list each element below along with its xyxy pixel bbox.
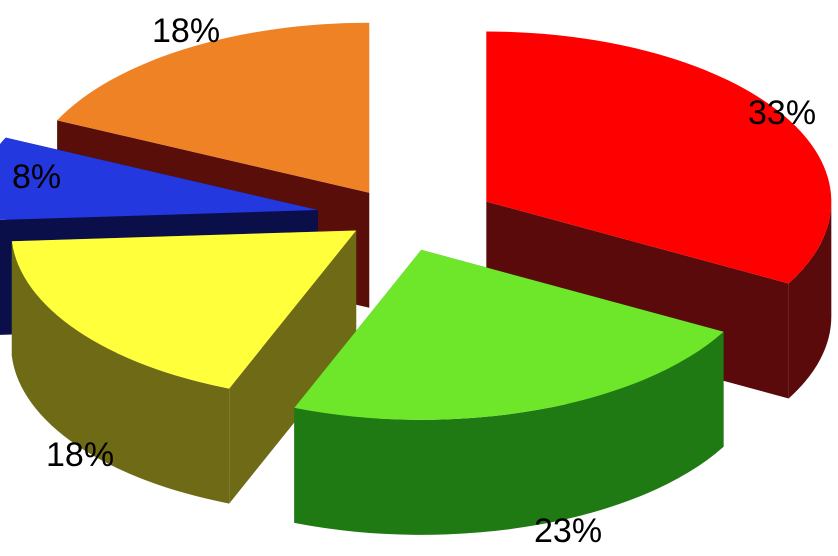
slice-top-1: [294, 249, 724, 420]
slice-top-2: [11, 230, 357, 389]
slice-label-yellow: 18%: [46, 436, 115, 474]
slice-group-2: [11, 230, 357, 504]
slice-label-green: 23%: [534, 512, 603, 550]
slice-outer-wall-1: [294, 331, 724, 535]
slice-group-1: [294, 249, 724, 535]
slice-outer-wall-0: [788, 201, 832, 399]
slice-top-3: [0, 137, 318, 220]
slice-outer-wall-2: [11, 241, 230, 504]
slice-top-0: [486, 31, 832, 284]
slice-group-0: [486, 31, 832, 399]
slice-label-blue: 8%: [12, 158, 62, 196]
slice-label-orange: 18%: [152, 12, 221, 50]
slice-top-4: [57, 22, 370, 193]
slice-label-red: 33%: [748, 94, 817, 132]
